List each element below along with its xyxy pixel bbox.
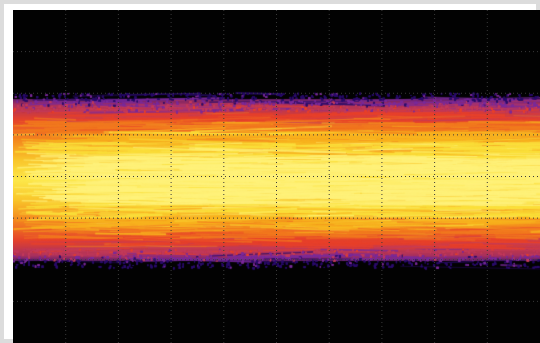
- persistence-trace: [13, 10, 540, 343]
- waveform-display: [13, 10, 540, 343]
